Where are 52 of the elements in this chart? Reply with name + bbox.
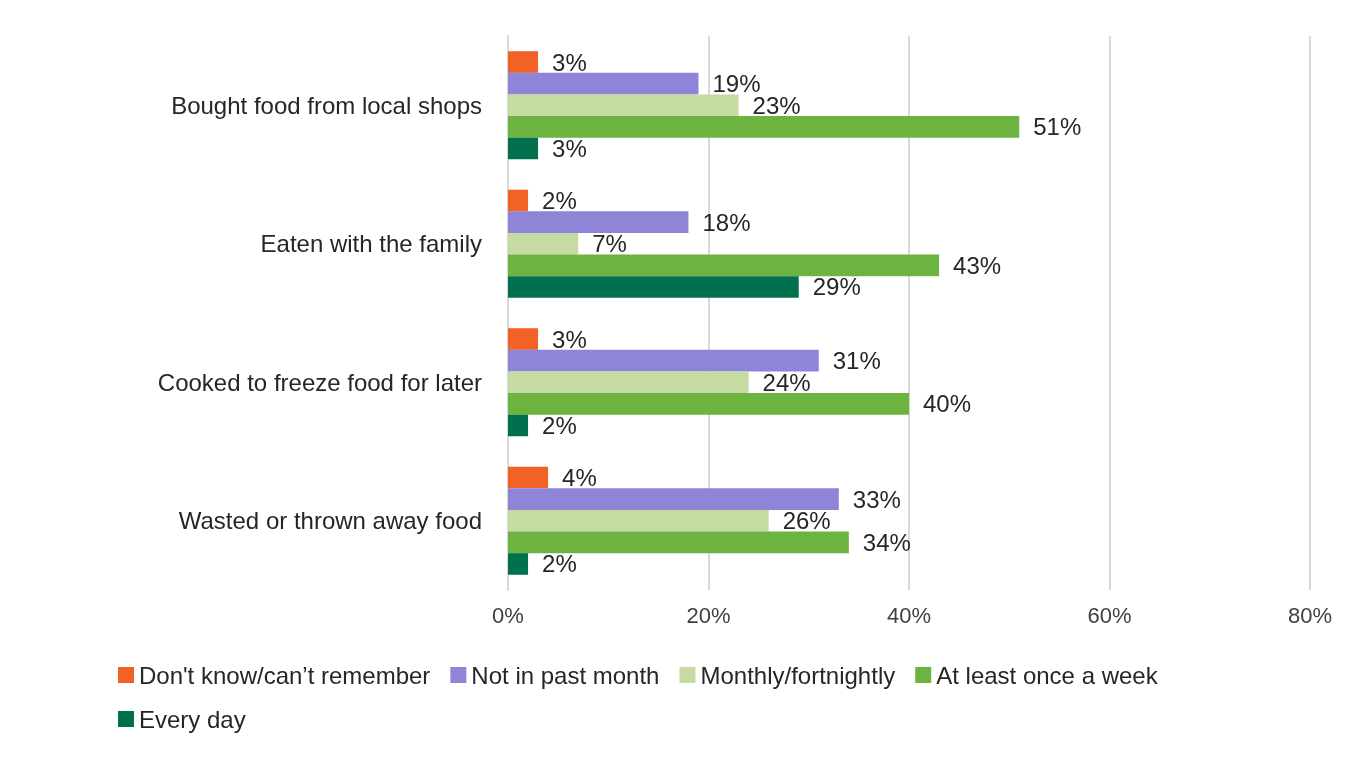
legend-label: At least once a week (936, 661, 1159, 689)
bar (508, 94, 739, 117)
bar (508, 509, 769, 532)
bar (508, 349, 819, 372)
data-label: 29% (812, 273, 861, 301)
y-tick-label: Bought food from local shops (171, 91, 482, 119)
data-label: 34% (862, 528, 911, 556)
bar (508, 553, 529, 575)
data-label: 3% (552, 134, 587, 162)
x-tick-label: 80% (1287, 602, 1333, 628)
bar (508, 254, 940, 277)
data-label: 3% (552, 48, 587, 76)
bar (508, 72, 699, 95)
bar (508, 137, 539, 160)
bar (508, 414, 529, 437)
bar (508, 328, 539, 350)
data-label: 43% (953, 251, 1002, 279)
data-label: 7% (592, 230, 627, 258)
data-label: 3% (552, 325, 587, 353)
data-label: 31% (832, 347, 881, 375)
bar (508, 276, 799, 298)
legend-label: Every day (139, 705, 246, 733)
data-label: 2% (542, 550, 577, 578)
bar (508, 189, 529, 212)
bar (508, 371, 749, 394)
data-label: 24% (762, 368, 811, 396)
x-tick-label: 60% (1087, 602, 1132, 628)
data-label: 2% (542, 411, 577, 439)
bar (508, 531, 849, 554)
data-label: 51% (1033, 113, 1082, 141)
y-tick-label: Wasted or thrown away food (178, 507, 482, 535)
data-label: 18% (702, 208, 751, 236)
data-label: 26% (782, 507, 831, 535)
x-tick-label: 0% (492, 602, 524, 628)
bar (508, 488, 839, 510)
y-tick-label: Cooked to freeze food for later (157, 368, 483, 396)
bar (508, 466, 549, 489)
bar (508, 116, 1020, 138)
data-label: 40% (923, 390, 972, 418)
legend-label: Not in past month (471, 661, 660, 689)
data-label: 33% (852, 485, 901, 513)
bar (508, 211, 689, 233)
x-tick-label: 40% (886, 602, 932, 628)
data-label: 2% (542, 187, 577, 215)
bar (508, 393, 909, 415)
bar (508, 51, 539, 73)
y-tick-label: Eaten with the family (260, 230, 482, 258)
legend-label: Monthly/fortnightly (700, 661, 896, 689)
x-tick-label: 20% (686, 602, 731, 628)
data-label: 4% (562, 464, 597, 492)
bar (508, 232, 579, 255)
legend-label: Don't know/can’t remember (139, 661, 431, 689)
